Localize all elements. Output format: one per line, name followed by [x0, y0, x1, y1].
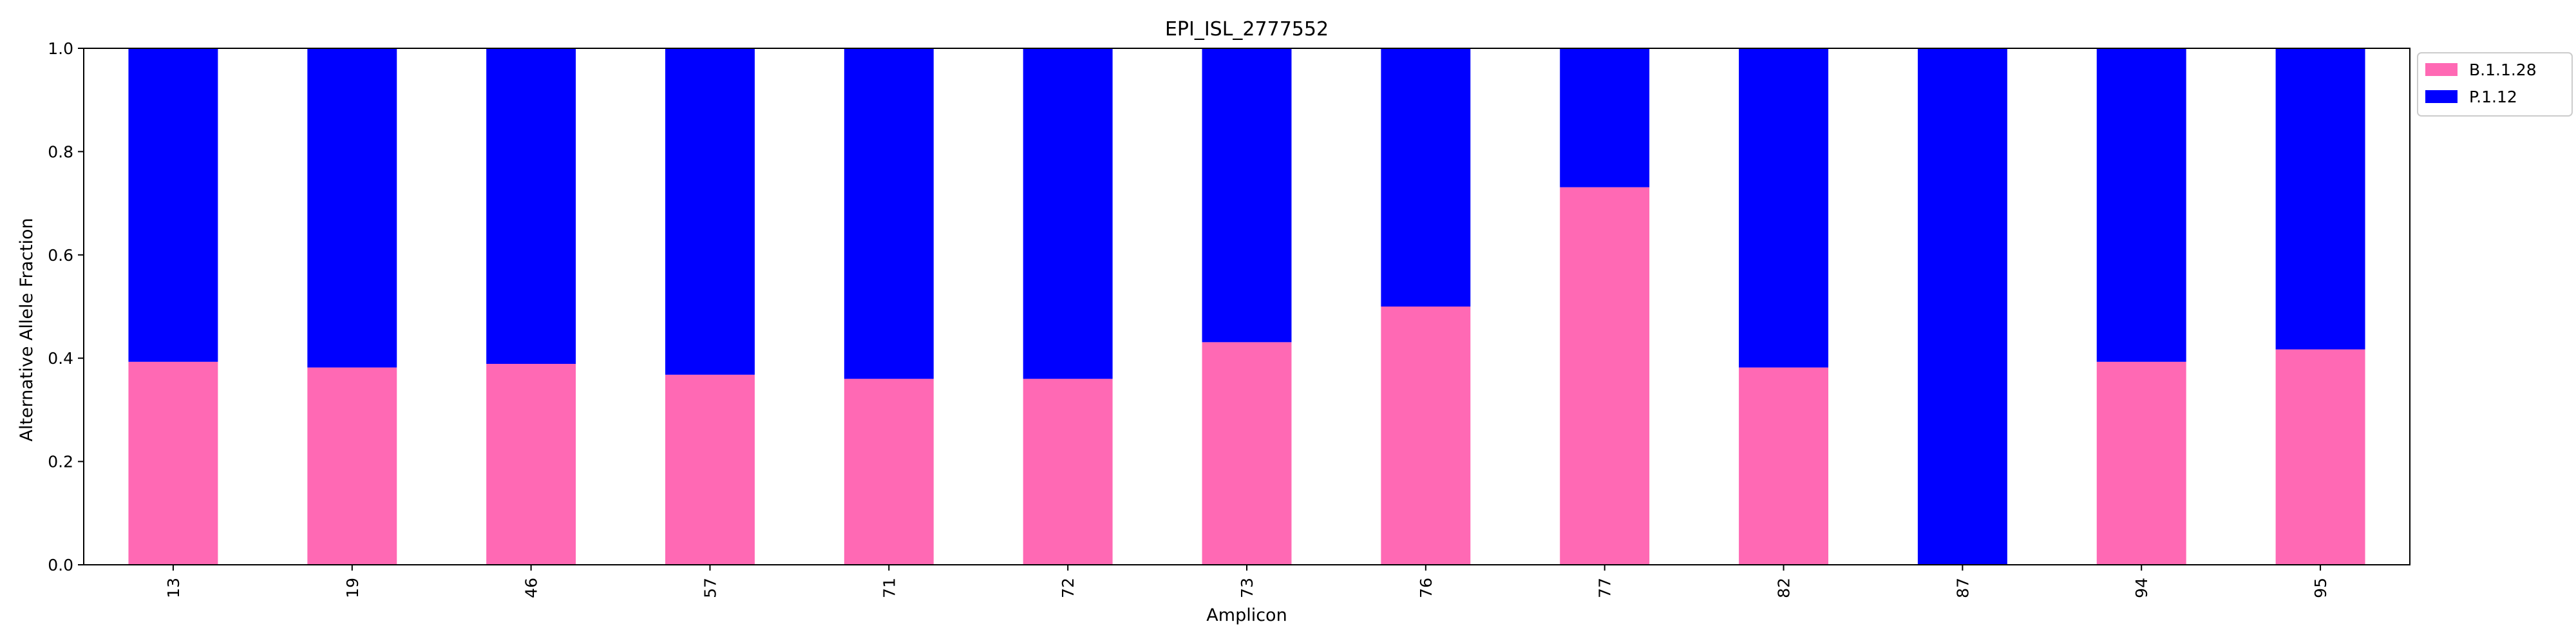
bar-segment — [1202, 342, 1292, 565]
bar-segment — [128, 48, 218, 362]
bar-segment — [2096, 361, 2186, 565]
bar-segment — [665, 374, 755, 565]
series-b-1-1-28 — [128, 187, 2365, 565]
x-tick-label: 87 — [1953, 578, 1972, 598]
x-tick-label: 57 — [701, 578, 719, 598]
bar-segment — [844, 379, 934, 565]
series-p-1-12 — [128, 48, 2365, 565]
legend-label: P.1.12 — [2469, 88, 2517, 106]
y-tick-label: 0.2 — [48, 453, 73, 471]
y-tick-label: 0.8 — [48, 142, 73, 161]
bar-segment — [2275, 48, 2365, 350]
x-tick-label: 82 — [1775, 578, 1794, 598]
x-tick-label: 13 — [164, 578, 183, 598]
x-tick-label: 73 — [1238, 578, 1256, 598]
bar-segment — [1023, 379, 1113, 565]
bar-segment — [307, 367, 397, 565]
y-axis-label: Alternative Allele Fraction — [17, 218, 37, 441]
x-axis-label: Amplicon — [1206, 605, 1287, 625]
x-tick-label: 77 — [1596, 578, 1615, 598]
bar-segment — [1739, 367, 1828, 565]
legend: B.1.1.28 P.1.12 — [2417, 52, 2573, 117]
y-tick-label: 0.6 — [48, 246, 73, 265]
bar-segment — [1023, 48, 1113, 379]
bar-segment — [486, 48, 576, 365]
bar-segment — [1202, 48, 1292, 343]
bar-segment — [2275, 349, 2365, 565]
bar-segment — [844, 48, 934, 379]
x-tick-label: 72 — [1059, 578, 1077, 598]
y-tick-label: 1.0 — [48, 39, 73, 58]
bar-segment — [307, 48, 397, 368]
bar-segment — [486, 364, 576, 565]
bar-segment — [128, 361, 218, 565]
bar-segment — [1739, 48, 1828, 368]
bar-segment — [665, 48, 755, 375]
y-tick-label: 0.4 — [48, 349, 73, 368]
plot-area: 0.0 0.2 0.4 0.6 0.8 1.0 13 19 46 57 71 72 73 76 77 82 87… — [48, 39, 2410, 598]
x-tick-label: 95 — [2311, 578, 2330, 598]
bar-segment — [1381, 48, 1471, 307]
bar-segment — [1917, 48, 2007, 565]
x-tick-label: 94 — [2132, 578, 2151, 598]
bar-segment — [1560, 187, 1650, 565]
bar-segment — [1560, 48, 1650, 187]
legend-label: B.1.1.28 — [2469, 61, 2537, 79]
legend-swatch — [2425, 90, 2458, 103]
bar-segment — [1381, 307, 1471, 565]
x-tick-label: 76 — [1417, 578, 1435, 598]
chart-title: EPI_ISL_2777552 — [1165, 18, 1329, 41]
x-tick-label: 19 — [343, 578, 362, 598]
bar-segment — [2096, 48, 2186, 362]
x-tick-label: 46 — [522, 578, 541, 598]
x-tick-label: 71 — [880, 578, 898, 598]
legend-swatch — [2425, 63, 2458, 76]
y-tick-label: 0.0 — [48, 556, 73, 574]
